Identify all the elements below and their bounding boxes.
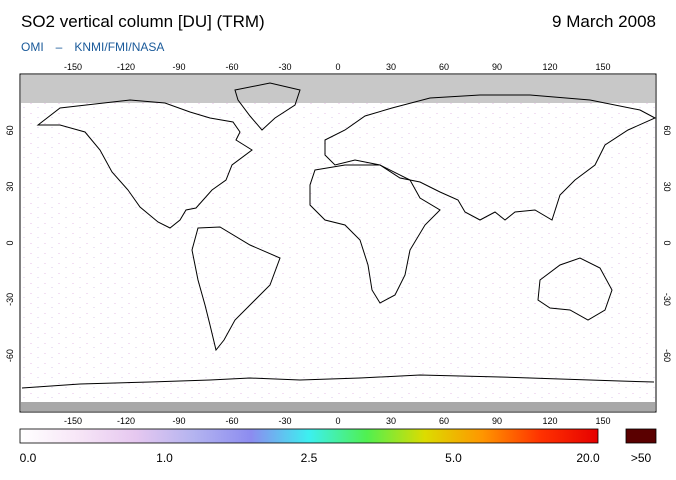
coastline-antarctica: [21, 374, 655, 389]
lon-tick-label: 90: [492, 416, 502, 426]
lon-tick-label: -60: [225, 416, 238, 426]
lon-tick-label: -30: [278, 62, 291, 72]
latitude-ticks-left: 60 30 0 -30 -60: [5, 125, 15, 362]
lat-tick-label: 0: [5, 240, 15, 245]
colorbar-overflow-swatch: [625, 428, 657, 444]
no-data-north-band: [21, 75, 655, 103]
lon-tick-label: 0: [335, 416, 340, 426]
colorbar-tick-label: 1.0: [156, 451, 173, 465]
lon-tick-label: 30: [386, 416, 396, 426]
colorbar-tick-label: 0.0: [19, 451, 37, 465]
lon-tick-label: -120: [117, 416, 135, 426]
coastline-australia: [537, 257, 613, 321]
lon-tick-label: 120: [542, 416, 557, 426]
colorbar: [19, 428, 599, 444]
coastline-eurasia: [324, 94, 657, 221]
lat-tick-label: -60: [5, 349, 15, 362]
coastline-north-america: [36, 99, 253, 229]
lat-tick-label: -30: [662, 293, 672, 306]
lon-tick-label: 60: [439, 62, 449, 72]
lon-tick-label: 150: [595, 62, 610, 72]
map-date: 9 March 2008: [552, 12, 656, 31]
lon-tick-label: -90: [172, 62, 185, 72]
lon-tick-label: -60: [225, 62, 238, 72]
lat-tick-label: 60: [662, 125, 672, 135]
coastline-greenland: [234, 82, 301, 131]
credit-omi: OMI: [21, 40, 44, 54]
coastline-south-america: [191, 226, 281, 352]
credit-agencies: KNMI/FMI/NASA: [74, 40, 165, 54]
colorbar-overflow-label: >50: [630, 451, 652, 465]
lon-tick-label: 0: [335, 62, 340, 72]
lat-tick-label: 30: [5, 182, 15, 192]
lat-tick-label: 60: [5, 125, 15, 135]
lon-tick-label: 30: [386, 62, 396, 72]
lat-tick-label: -60: [662, 349, 672, 362]
lon-tick-label: 60: [439, 416, 449, 426]
lon-tick-label: -30: [278, 416, 291, 426]
lon-tick-label: 150: [595, 416, 610, 426]
longitude-ticks-top: -150 -120 -90 -60 -30 0 30 60 90 120 150: [64, 62, 611, 72]
lon-tick-label: -150: [64, 416, 82, 426]
so2-speckle-field: [21, 100, 655, 400]
credit-separator: –: [55, 40, 63, 54]
longitude-ticks-bottom: -150 -120 -90 -60 -30 0 30 60 90 120 150: [64, 416, 611, 426]
colorbar-tick-label: 2.5: [300, 451, 318, 465]
lat-tick-label: -30: [5, 293, 15, 306]
no-data-south-band: [21, 402, 655, 411]
coastline-africa: [309, 164, 441, 304]
lon-tick-label: 120: [542, 62, 557, 72]
lon-tick-label: -150: [64, 62, 82, 72]
lon-tick-label: -120: [117, 62, 135, 72]
map-title: SO2 vertical column [DU] (TRM): [21, 12, 265, 31]
lat-tick-label: 30: [662, 182, 672, 192]
lat-tick-label: 0: [662, 240, 672, 245]
latitude-ticks-right: 60 30 0 -30 -60: [662, 125, 672, 362]
coastlines: [21, 82, 657, 389]
colorbar-tick-label: 20.0: [576, 451, 600, 465]
data-credit: OMI – KNMI/FMI/NASA: [21, 40, 164, 54]
colorbar-tick-label: 5.0: [445, 451, 462, 465]
lon-tick-label: 90: [492, 62, 502, 72]
lon-tick-label: -90: [172, 416, 185, 426]
